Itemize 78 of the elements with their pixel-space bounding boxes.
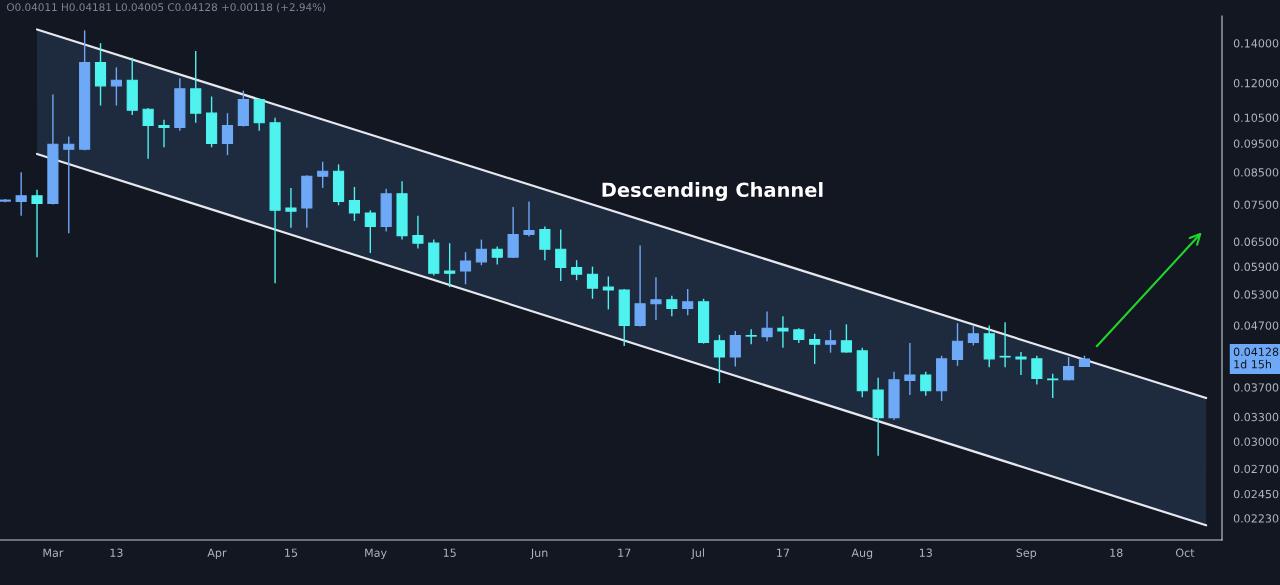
y-tick-label: 0.08500 (1233, 168, 1279, 177)
candlestick (221, 112, 234, 156)
candlestick (348, 186, 361, 222)
candlestick (94, 42, 107, 107)
x-tick-label: 13 (110, 548, 123, 557)
candlestick (761, 310, 773, 343)
y-tick-label: 0.12000 (1233, 78, 1279, 88)
candlestick (650, 276, 662, 321)
candlestick (745, 328, 757, 345)
y-tick-label: 0.02450 (1233, 489, 1279, 499)
candlestick (666, 295, 678, 317)
y-tick-label: 0.03700 (1233, 383, 1279, 392)
candlestick (571, 259, 583, 281)
y-tick-label: 0.03000 (1233, 437, 1279, 446)
candlestick (491, 245, 503, 266)
x-tick-label: Jun (530, 548, 548, 559)
candlestick (539, 225, 551, 261)
y-tick-label: 0.03300 (1233, 412, 1279, 422)
candlestick (1015, 351, 1027, 376)
candlestick (713, 334, 726, 384)
text: 0.04128 1d 15h (1233, 347, 1279, 369)
candlestick (63, 135, 75, 235)
candlestick (285, 187, 297, 229)
candlestick (555, 228, 567, 282)
candlestick (999, 321, 1011, 368)
candlestick (824, 329, 837, 354)
y-tick-label: 0.05300 (1233, 290, 1279, 299)
candlestick (777, 315, 789, 349)
candlestick (1031, 355, 1043, 386)
candlestick (920, 371, 932, 397)
x-tick-label: 15 (443, 548, 456, 557)
x-tick-label: 15 (285, 548, 298, 557)
y-tick-label: 0.07500 (1233, 200, 1279, 209)
x-tick-label: 18 (1110, 548, 1123, 557)
x-tick-label: 17 (618, 548, 631, 557)
x-tick-label: Sep (1016, 548, 1037, 560)
candlestick (840, 323, 852, 354)
y-tick-label: 0.10500 (1233, 113, 1279, 122)
x-tick-label: 13 (919, 548, 932, 557)
candlestick (459, 251, 472, 286)
x-tick-label: Jul (691, 548, 704, 559)
x-tick-label: 17 (777, 548, 790, 557)
candlestick (586, 265, 599, 300)
candlestick (904, 342, 916, 396)
y-tick-label: 0.05900 (1233, 262, 1279, 271)
y-tick-label: 0.09500 (1233, 139, 1279, 148)
candlestick (951, 322, 964, 367)
y-tick-label: 0.04700 (1233, 321, 1279, 330)
annotation: Descending Channel (602, 182, 823, 202)
candlestick (475, 238, 487, 267)
y-tick-label: 0.02230 (1233, 514, 1279, 523)
candlestick (317, 161, 329, 189)
chart-title: O0.04011 H0.04181 L0.04005 C0.04128 +0.00118 (+2.94%) (6, 3, 326, 13)
candlestick (364, 209, 376, 254)
y-tick-label: 0.06500 (1233, 237, 1279, 246)
x-tick-label: Aug (851, 548, 873, 560)
candlestick (809, 333, 821, 365)
candlestick (682, 288, 694, 316)
candlestick (967, 324, 979, 347)
candlestick (158, 119, 170, 148)
candlestick (602, 275, 614, 311)
candlestick (1047, 372, 1059, 399)
x-tick-label: Oct (1175, 548, 1195, 557)
x-tick-label: Apr (207, 548, 227, 560)
candlestick (412, 215, 424, 250)
candlestick (444, 242, 456, 288)
x-tick-label: May (365, 548, 387, 560)
candlestick (634, 244, 646, 328)
candlestick (253, 97, 265, 132)
candlestick (729, 330, 741, 368)
candlestick (15, 171, 27, 217)
candlestick (507, 206, 519, 259)
candlestick (142, 107, 154, 160)
candlestick (523, 200, 535, 238)
candlestick (31, 189, 43, 258)
y-tick-label: 0.14000 (1233, 39, 1279, 48)
y-tick-label: 0.02700 (1233, 464, 1279, 474)
x-tick-label: Mar (43, 548, 64, 557)
